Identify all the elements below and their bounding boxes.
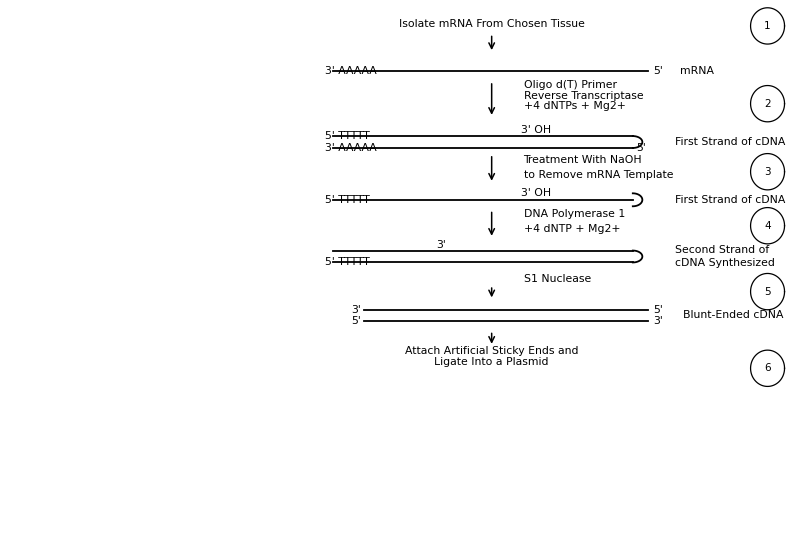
Text: 5: 5 bbox=[765, 287, 771, 296]
Text: 3' OH: 3' OH bbox=[521, 188, 551, 198]
Text: 5': 5' bbox=[351, 316, 360, 326]
Text: Blunt-Ended cDNA: Blunt-Ended cDNA bbox=[683, 310, 783, 320]
Text: 3: 3 bbox=[765, 167, 771, 177]
Text: Ligate Into a Plasmid: Ligate Into a Plasmid bbox=[434, 357, 549, 367]
Text: First Strand of cDNA: First Strand of cDNA bbox=[675, 195, 785, 205]
Text: 3' OH: 3' OH bbox=[521, 125, 551, 134]
Text: +4 dNTP + Mg2+: +4 dNTP + Mg2+ bbox=[523, 224, 620, 234]
Text: 1: 1 bbox=[765, 21, 771, 31]
Text: cDNA Synthesized: cDNA Synthesized bbox=[675, 258, 774, 268]
Text: Second Strand of: Second Strand of bbox=[675, 245, 769, 255]
Text: 6: 6 bbox=[765, 363, 771, 373]
Text: 3' AAAAA: 3' AAAAA bbox=[325, 66, 377, 76]
Text: Treatment With NaOH: Treatment With NaOH bbox=[523, 155, 642, 165]
Text: 2: 2 bbox=[765, 99, 771, 109]
Text: First Strand of cDNA: First Strand of cDNA bbox=[675, 137, 785, 147]
Text: +4 dNTPs + Mg2+: +4 dNTPs + Mg2+ bbox=[523, 101, 625, 111]
Text: mRNA: mRNA bbox=[680, 66, 714, 76]
Text: Oligo d(T) Primer: Oligo d(T) Primer bbox=[523, 80, 616, 90]
Text: 3': 3' bbox=[654, 316, 663, 326]
Text: 3': 3' bbox=[351, 305, 360, 315]
Text: 3' AAAAA: 3' AAAAA bbox=[325, 143, 377, 153]
Text: 4: 4 bbox=[765, 221, 771, 231]
Text: 5' TTTTT: 5' TTTTT bbox=[325, 195, 369, 205]
Text: Synthesis of cDNA: Synthesis of cDNA bbox=[17, 261, 209, 279]
Text: 5': 5' bbox=[654, 66, 663, 76]
Text: Attach Artificial Sticky Ends and: Attach Artificial Sticky Ends and bbox=[405, 346, 578, 356]
Text: 5': 5' bbox=[636, 143, 646, 153]
Text: Isolate mRNA From Chosen Tissue: Isolate mRNA From Chosen Tissue bbox=[399, 19, 585, 29]
Text: S1 Nuclease: S1 Nuclease bbox=[523, 274, 590, 284]
Text: to Remove mRNA Template: to Remove mRNA Template bbox=[523, 170, 673, 180]
Text: Reverse Transcriptase: Reverse Transcriptase bbox=[523, 91, 643, 100]
Text: 3': 3' bbox=[436, 240, 446, 249]
Text: DNA Polymerase 1: DNA Polymerase 1 bbox=[523, 209, 625, 219]
Text: In Vitro: In Vitro bbox=[254, 261, 329, 279]
Text: 5' TTTTT: 5' TTTTT bbox=[325, 131, 369, 141]
Text: 5': 5' bbox=[654, 305, 663, 315]
Text: 5' TTTTT: 5' TTTTT bbox=[325, 258, 369, 267]
